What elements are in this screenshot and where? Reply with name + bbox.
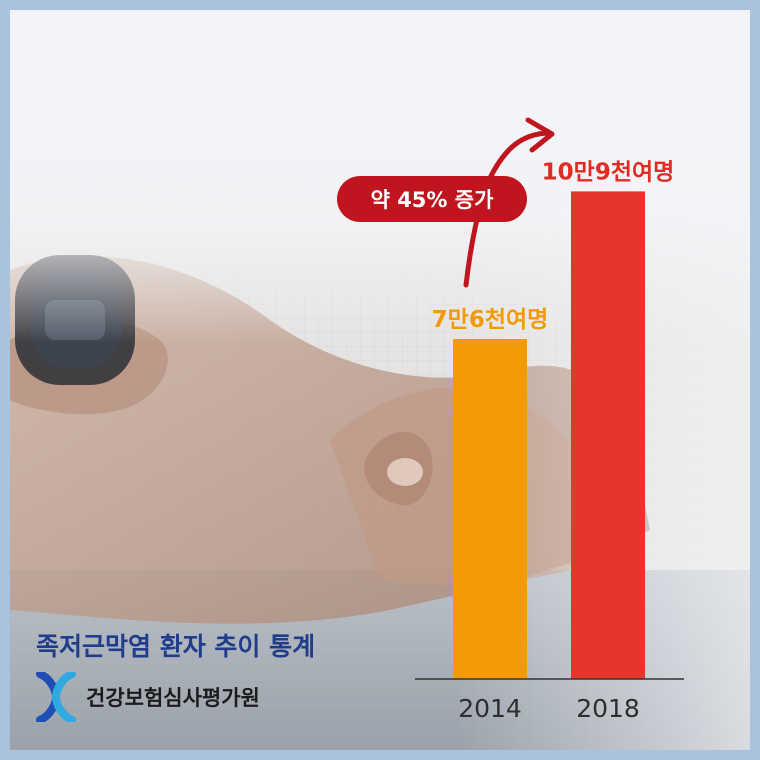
bar-2014 — [453, 339, 527, 679]
data-label-2018: 10만9천여명 — [542, 159, 675, 185]
source-name: 건강보험심사평가원 — [86, 686, 260, 710]
source-credit: 건강보험심사평가원 — [36, 672, 260, 722]
arrowhead-icon — [525, 117, 555, 153]
x-tick-2018: 2018 — [576, 694, 640, 723]
bar-2018 — [571, 191, 645, 679]
increase-badge-text: 약 45% 증가 — [370, 188, 494, 212]
hira-x-logo-icon — [36, 672, 76, 722]
page-title: 족저근막염 환자 추이 통계 — [36, 632, 316, 661]
x-tick-2014: 2014 — [458, 694, 522, 723]
increase-badge: 약 45% 증가 — [337, 176, 527, 222]
data-label-2014: 7만6천여명 — [432, 307, 549, 333]
